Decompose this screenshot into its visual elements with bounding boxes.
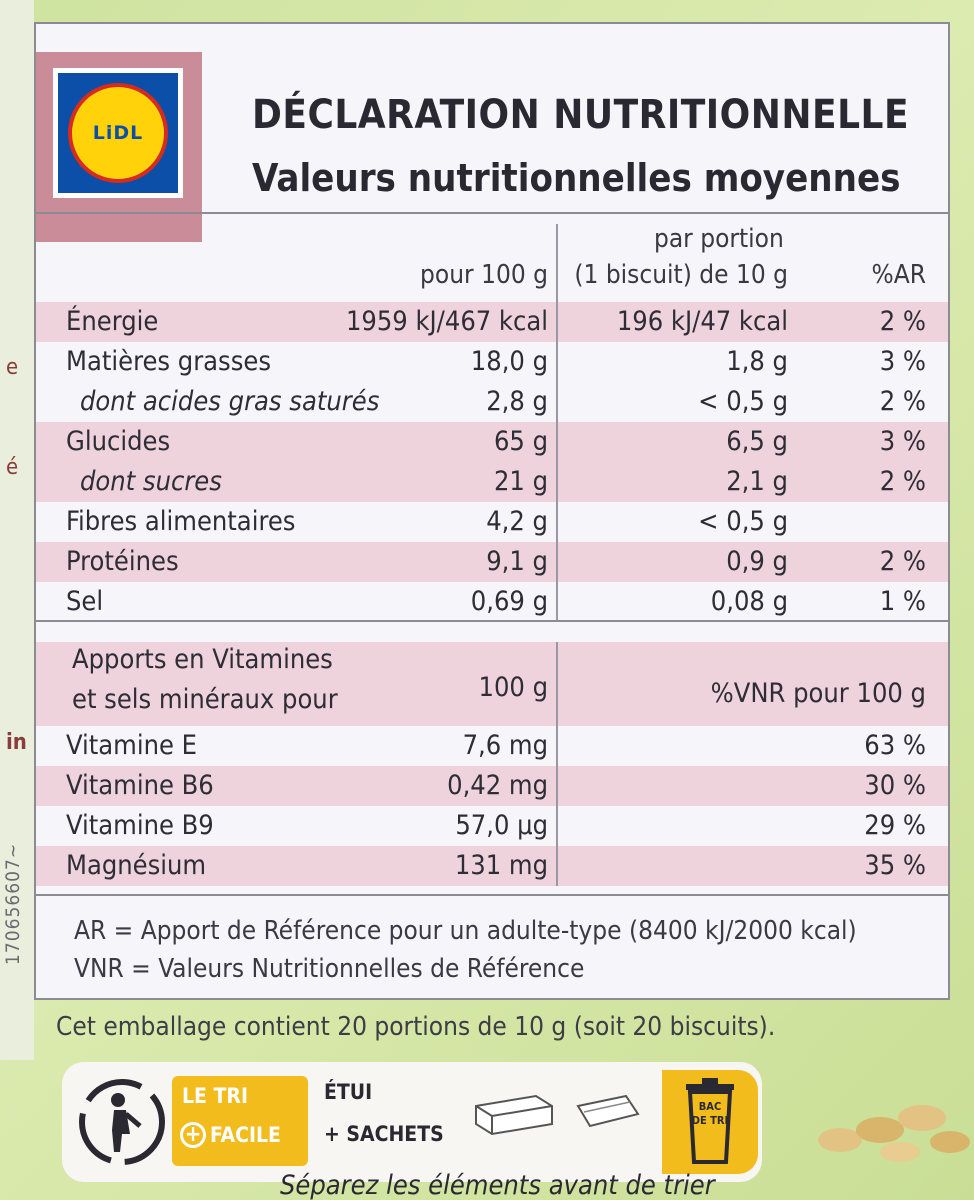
barcode-number: 170656607~ [2,842,24,965]
table-divider [36,620,948,622]
nutrition-row: Énergie 1959 kJ/467 kcal 196 kJ/47 kcal 2 % [36,302,948,342]
badge-line1: LE TRI [182,1084,248,1108]
nutrition-row: Matières grasses 18,0 g 1,8 g 3 % [36,342,948,382]
vitamin-vnr: 63 % [864,730,926,761]
value-per100: 1959 kJ/467 kcal [345,306,548,337]
sorting-instruction: Séparez les éléments avant de trier [280,1170,715,1200]
lidl-logo: LiDL [53,68,183,198]
value-portion: < 0,5 g [698,386,788,417]
badge-line2: + FACILE [180,1122,281,1148]
value-per100: 18,0 g [470,346,548,377]
header-portion-line1: par portion [654,224,784,254]
vitamins-header-line1: Apports en Vitamines [72,644,333,675]
value-ar: 1 % [879,586,926,617]
header-ar: %AR [871,260,926,290]
vitamins-header-vnr: %VNR pour 100 g [710,678,926,709]
vitamin-name: Vitamine B9 [66,810,214,841]
nutrition-panel: LiDL DÉCLARATION NUTRITIONNELLE Valeurs … [34,22,950,1000]
value-ar: 3 % [879,346,926,377]
footnote-divider [36,894,948,896]
nutrition-row: Protéines 9,1 g 0,9 g 2 % [36,542,948,582]
vitamin-vnr: 35 % [864,850,926,881]
left-edge-strip [0,0,34,1060]
value-per100: 2,8 g [486,386,548,417]
vitamins-header-per100: 100 g [478,672,549,703]
vitamin-name: Vitamine E [66,730,197,761]
value-ar: 2 % [879,466,926,497]
nutrient-name: Matières grasses [66,346,271,377]
nutrient-name: Sel [66,586,104,617]
nutrition-row: Fibres alimentaires 4,2 g < 0,5 g [36,502,948,542]
panel-title: DÉCLARATION NUTRITIONNELLE [252,92,910,138]
bin-tab: BAC DE TRI [662,1070,758,1174]
nutrient-name: Protéines [66,546,179,577]
value-portion: 6,5 g [726,426,788,457]
value-per100: 0,69 g [470,586,548,617]
vitamin-per100: 57,0 µg [455,810,548,841]
footnote-ar: AR = Apport de Référence pour un adulte-… [74,916,857,946]
recycling-item-etui: ÉTUI [324,1080,373,1104]
sachet-icon [576,1094,640,1128]
vitamins-header-line2: et sels minéraux pour [72,684,338,715]
title-divider [36,212,948,214]
side-mark-mid: é [6,455,19,480]
nutrition-row: dont sucres 21 g 2,1 g 2 % [36,462,948,502]
logo-ring: LiDL [68,83,168,183]
value-portion: 196 kJ/47 kcal [616,306,788,337]
value-portion: 2,1 g [726,466,788,497]
grain-illustration [818,1105,970,1162]
value-per100: 21 g [493,466,548,497]
value-portion: < 0,5 g [698,506,788,537]
value-ar: 3 % [879,426,926,457]
vitamin-name: Vitamine B6 [66,770,214,801]
nutrient-name: Glucides [66,426,171,457]
plus-icon: + [180,1122,206,1148]
triman-icon [79,1079,165,1165]
vitamin-per100: 0,42 mg [447,770,548,801]
badge-facile: FACILE [210,1123,281,1147]
nutrition-row: dont acides gras saturés 2,8 g < 0,5 g 2 % [36,382,948,422]
logo-text: LiDL [92,122,144,144]
column-divider-1 [556,224,558,620]
nutrition-row: Sel 0,69 g 0,08 g 1 % [36,582,948,622]
box-icon [475,1094,553,1136]
side-mark-bottom: in [6,730,27,755]
nutrient-name: Énergie [66,306,159,337]
vitamin-per100: 131 mg [454,850,548,881]
nutrient-name: dont acides gras saturés [80,386,380,417]
vitamin-row: Vitamine E 7,6 mg 63 % [36,726,948,766]
column-divider-2 [556,642,558,886]
nutrient-name: Fibres alimentaires [66,506,296,537]
vitamins-header: Apports en Vitamines et sels minéraux po… [36,642,948,726]
bin-icon [686,1078,734,1164]
recycling-item-sachets: + SACHETS [324,1122,444,1146]
nutrition-row: Glucides 65 g 6,5 g 3 % [36,422,948,462]
value-ar: 2 % [879,546,926,577]
header-portion-line2: (1 biscuit) de 10 g [574,260,788,290]
value-per100: 9,1 g [486,546,548,577]
panel-subtitle: Valeurs nutritionnelles moyennes [252,156,901,200]
value-ar: 2 % [879,306,926,337]
vitamin-per100: 7,6 mg [462,730,548,761]
value-ar: 2 % [879,386,926,417]
vitamin-row: Magnésium 131 mg 35 % [36,846,948,886]
vitamin-name: Magnésium [66,850,207,881]
nutrient-name: dont sucres [80,466,222,497]
vitamin-row: Vitamine B9 57,0 µg 29 % [36,806,948,846]
side-mark-top: e [6,355,19,380]
value-per100: 4,2 g [486,506,548,537]
vitamin-row: Vitamine B6 0,42 mg 30 % [36,766,948,806]
tri-facile-badge: LE TRI + FACILE [172,1076,308,1166]
value-portion: 0,9 g [726,546,788,577]
footnote-vnr: VNR = Valeurs Nutritionnelles de Référen… [74,954,585,984]
vitamin-vnr: 30 % [864,770,926,801]
value-portion: 1,8 g [726,346,788,377]
recycling-banner: LE TRI + FACILE ÉTUI + SACHETS BAC DE TR… [62,1062,762,1182]
vitamin-vnr: 29 % [864,810,926,841]
bin-text: BAC DE TRI [691,1100,729,1127]
portions-text: Cet emballage contient 20 portions de 10… [56,1012,776,1042]
value-per100: 65 g [493,426,548,457]
value-portion: 0,08 g [710,586,788,617]
header-per100: pour 100 g [420,260,548,290]
